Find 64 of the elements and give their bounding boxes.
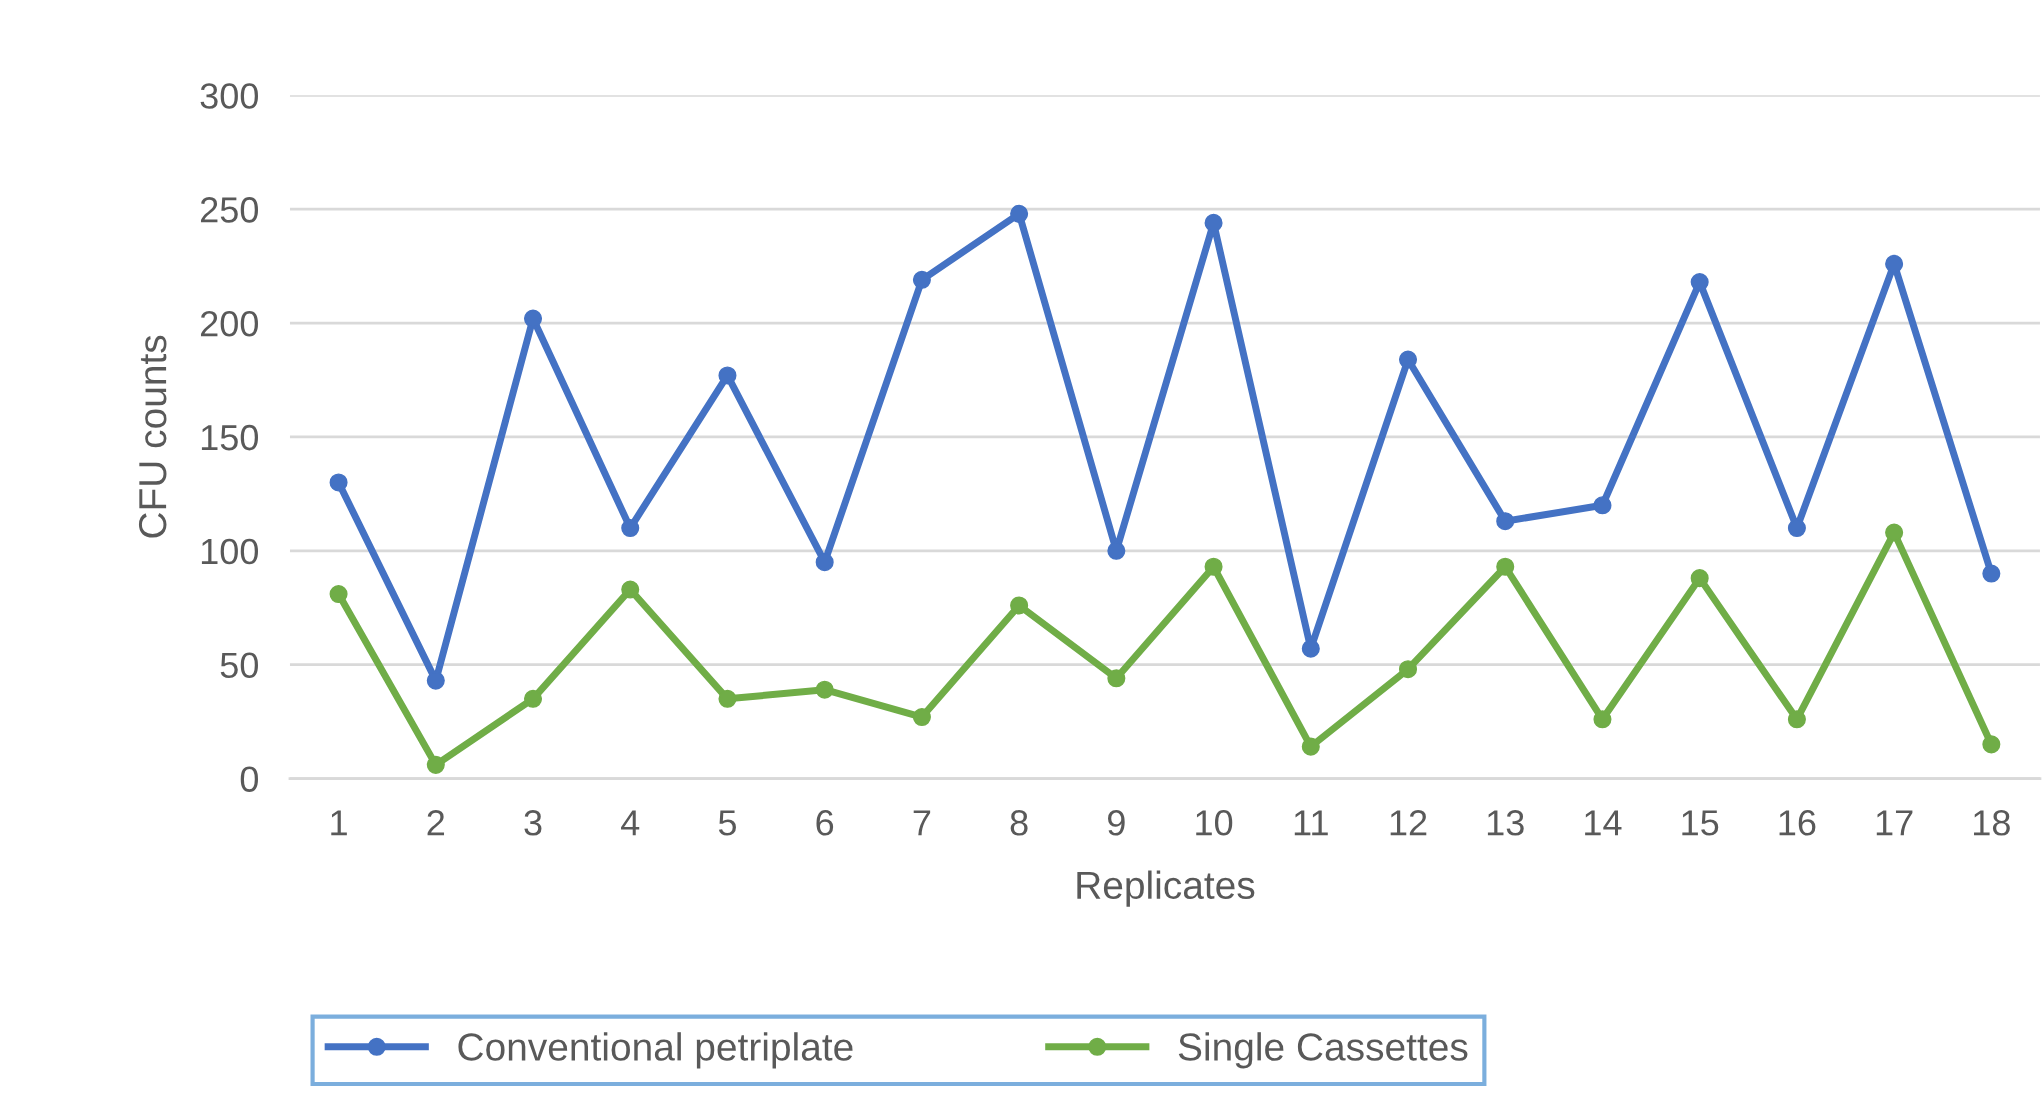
point	[1690, 273, 1709, 292]
point	[1301, 639, 1320, 658]
x-tick-label: 12	[1390, 810, 1427, 836]
x-tick-label: 3	[524, 810, 542, 836]
x-tick-label: 16	[1779, 810, 1816, 836]
point	[1010, 204, 1029, 223]
point	[1496, 557, 1515, 576]
y-axis-title: CFU counts	[138, 335, 167, 538]
point	[1301, 737, 1320, 756]
point	[1982, 564, 2001, 583]
x-tick-label: 7	[913, 810, 931, 836]
x-tick-label: 14	[1585, 810, 1622, 836]
point	[718, 366, 737, 385]
point	[1398, 350, 1418, 369]
point	[912, 708, 931, 727]
x-tick-label: 1	[331, 810, 347, 836]
y-tick-label: 50	[220, 652, 258, 679]
x-tick-label: 5	[718, 810, 736, 836]
point	[1204, 213, 1223, 232]
x-tick-label: 2	[427, 810, 445, 836]
y-tick-label: 0	[240, 766, 258, 792]
point	[621, 519, 640, 538]
x-tick-label: 11	[1294, 810, 1328, 836]
point	[1787, 710, 1806, 729]
point	[329, 585, 348, 604]
point	[1690, 569, 1709, 588]
point	[1496, 512, 1515, 531]
y-tick-label: 250	[200, 197, 258, 223]
x-tick-label: 10	[1196, 810, 1233, 836]
x-tick-label: 17	[1876, 810, 1913, 836]
point	[523, 309, 543, 328]
point	[815, 553, 834, 572]
point	[426, 671, 445, 690]
x-tick-label: 15	[1682, 810, 1719, 836]
x-tick-label: 4	[621, 810, 640, 836]
y-tick-label: 200	[200, 310, 258, 337]
point	[1010, 596, 1029, 615]
point	[621, 580, 640, 599]
point	[815, 680, 834, 699]
point	[1398, 660, 1418, 679]
y-tick-label: 150	[201, 424, 258, 451]
point	[1885, 523, 1904, 542]
point	[329, 473, 348, 492]
x-tick-label: 13	[1487, 810, 1524, 836]
x-tick-label: 6	[816, 810, 834, 836]
point	[718, 689, 737, 708]
point	[1982, 735, 2001, 754]
point	[1204, 557, 1223, 576]
x-tick-label: 18	[1974, 810, 2010, 836]
point	[1787, 519, 1806, 538]
point	[1593, 496, 1612, 515]
legend-label: Single Cassettes	[1178, 1032, 1468, 1069]
point	[1107, 669, 1126, 688]
point	[523, 689, 543, 708]
point	[426, 755, 445, 774]
x-axis-title: Replicates	[1077, 870, 1255, 907]
point	[1885, 254, 1904, 273]
point	[912, 270, 931, 289]
legend-label: Conventional petriplate	[458, 1032, 853, 1069]
x-tick-label: 9	[1108, 810, 1125, 836]
point	[1593, 710, 1612, 729]
y-tick-label: 300	[200, 83, 258, 109]
x-tick-label: 8	[1010, 810, 1028, 836]
y-tick-label: 100	[201, 538, 258, 565]
